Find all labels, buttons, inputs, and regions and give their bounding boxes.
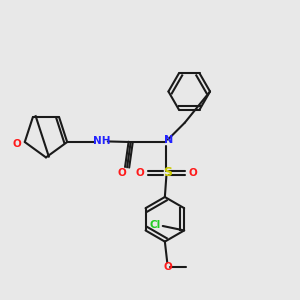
- Text: Cl: Cl: [150, 220, 161, 230]
- Text: O: O: [164, 262, 172, 272]
- Text: O: O: [13, 139, 22, 148]
- Text: S: S: [163, 166, 172, 179]
- Text: O: O: [136, 168, 145, 178]
- Text: NH: NH: [93, 136, 111, 146]
- Text: N: N: [164, 135, 173, 145]
- Text: O: O: [117, 168, 126, 178]
- Text: O: O: [189, 168, 197, 178]
